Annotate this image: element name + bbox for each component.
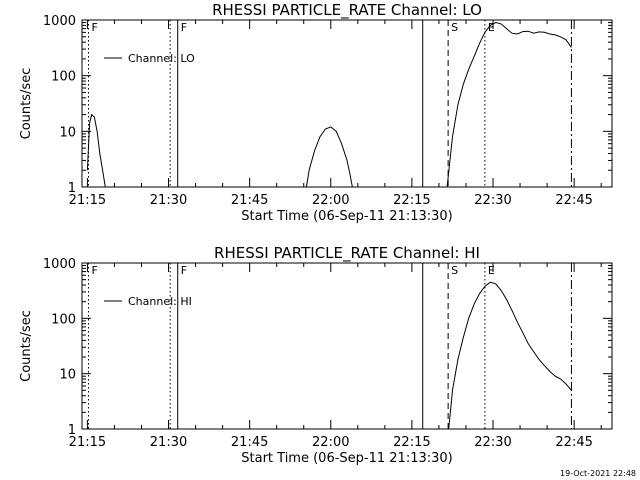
x-tick-label: 21:30: [150, 435, 187, 450]
timestamp: 19-Oct-2021 22:48: [560, 469, 636, 478]
y-tick-label: 100: [51, 70, 76, 85]
plot-frame: [81, 19, 613, 188]
x-tick-label: 21:30: [150, 193, 187, 208]
x-tick-label: 22:15: [393, 435, 430, 450]
event-marker-label: S: [451, 21, 458, 34]
y-tick-label: 1000: [43, 14, 76, 29]
plot-frame: [81, 262, 613, 430]
x-tick-label: 22:30: [474, 193, 511, 208]
x-tick-label: 21:15: [69, 435, 106, 450]
y-tick-label: 10: [59, 125, 76, 140]
x-tick-label: 21:45: [231, 193, 268, 208]
y-tick-label: 1: [68, 423, 76, 438]
y-axis-label: Counts/sec: [19, 68, 34, 140]
legend-label: Channel: LO: [128, 52, 195, 65]
chart-title: RHESSI PARTICLE_RATE Channel: LO: [212, 1, 482, 20]
chart-panel-2: RHESSI PARTICLE_RATE Channel: HI Counts/s…: [19, 244, 613, 466]
x-tick-label: 22:15: [393, 193, 430, 208]
y-axis-label: Counts/sec: [19, 310, 34, 382]
x-tick-label: 22:45: [555, 193, 592, 208]
x-axis-label: Start Time (06-Sep-11 21:13:30): [241, 209, 452, 224]
event-marker-label: F: [181, 21, 187, 34]
x-axis-label: Start Time (06-Sep-11 21:13:30): [241, 451, 452, 466]
y-tick-label: 1: [68, 181, 76, 196]
y-tick-label: 1000: [43, 257, 76, 272]
series-line: [305, 126, 353, 188]
event-marker-label: S: [451, 264, 458, 277]
x-tick-label: 21:45: [231, 435, 268, 450]
series-line: [446, 21, 572, 188]
y-tick-label: 100: [51, 312, 76, 327]
x-tick-label: 21:15: [69, 193, 106, 208]
legend-label: Channel: HI: [128, 295, 192, 308]
x-tick-label: 22:00: [312, 435, 349, 450]
series-line: [448, 281, 572, 430]
chart-title: RHESSI PARTICLE_RATE Channel: HI: [214, 244, 480, 263]
event-marker-label: F: [181, 264, 187, 277]
series-line: [86, 113, 106, 188]
chart-panel-1: RHESSI PARTICLE_RATE Channel: LO Counts/s…: [19, 1, 613, 224]
y-tick-label: 10: [59, 368, 76, 383]
x-tick-label: 22:00: [312, 193, 349, 208]
event-marker-label: F: [91, 21, 97, 34]
event-marker-label: E: [488, 264, 495, 277]
x-tick-label: 22:45: [555, 435, 592, 450]
event-marker-label: E: [488, 21, 495, 34]
event-marker-label: F: [91, 264, 97, 277]
x-tick-label: 22:30: [474, 435, 511, 450]
